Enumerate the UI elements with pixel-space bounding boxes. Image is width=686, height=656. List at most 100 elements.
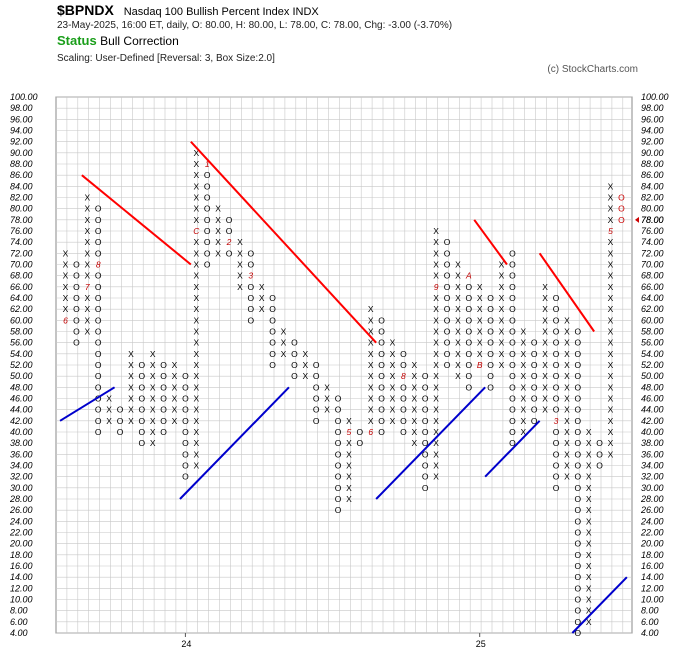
- x-box: X: [455, 282, 461, 292]
- x-box: X: [411, 438, 417, 448]
- x-box: X: [84, 204, 90, 214]
- o-box: O: [465, 327, 472, 337]
- chart-grid: [55, 96, 633, 634]
- x-box: X: [368, 338, 374, 348]
- x-box: X: [193, 416, 199, 426]
- o-box: O: [247, 248, 254, 258]
- pnf-column: OO: [356, 427, 363, 448]
- o-box: O: [553, 293, 560, 303]
- o-box: O: [204, 193, 211, 203]
- o-box: O: [465, 282, 472, 292]
- x-box: X: [433, 360, 439, 370]
- x-box: X: [84, 248, 90, 258]
- x-box: X: [564, 315, 570, 325]
- o-box: O: [574, 360, 581, 370]
- o-box: O: [509, 327, 516, 337]
- o-box: O: [335, 427, 342, 437]
- o-box: O: [400, 394, 407, 404]
- y-tick-label-left: 42.00: [10, 416, 33, 426]
- x-box: X: [84, 327, 90, 337]
- x-box: X: [520, 394, 526, 404]
- o-box: O: [574, 572, 581, 582]
- x-box: X: [368, 405, 374, 415]
- o-box: O: [553, 438, 560, 448]
- y-tick-label-right: 74.00: [641, 237, 664, 247]
- x-box: X: [455, 260, 461, 270]
- o-box: O: [356, 427, 363, 437]
- x-box: X: [455, 360, 461, 370]
- o-box: O: [335, 494, 342, 504]
- pnf-column: XXX: [324, 382, 330, 414]
- o-box: O: [509, 248, 516, 258]
- x-box: X: [586, 516, 592, 526]
- o-box: O: [247, 282, 254, 292]
- x-box: X: [608, 248, 614, 258]
- o-box: O: [574, 561, 581, 571]
- pnf-column: OOO: [596, 438, 603, 470]
- o-box: O: [465, 371, 472, 381]
- x-box: X: [499, 315, 505, 325]
- o-box: O: [356, 438, 363, 448]
- x-box: X: [193, 215, 199, 225]
- y-tick-label-right: 56.00: [641, 338, 664, 348]
- resistance-trendline: [538, 252, 595, 333]
- o-box: O: [95, 293, 102, 303]
- y-tick-label-left: 4.00: [10, 628, 28, 638]
- x-box: X: [150, 427, 156, 437]
- x-box: X: [477, 349, 483, 359]
- o-box: O: [553, 461, 560, 471]
- o-box: O: [509, 338, 516, 348]
- o-box: O: [291, 349, 298, 359]
- x-box: X: [302, 349, 308, 359]
- y-tick-label-right: 54.00: [641, 349, 664, 359]
- o-box: O: [553, 371, 560, 381]
- trendlines: [59, 140, 628, 634]
- x-tick-label: 24: [181, 639, 191, 649]
- x-box: X: [608, 394, 614, 404]
- x-box: X: [390, 394, 396, 404]
- x-box: X: [368, 315, 374, 325]
- o-box: O: [95, 427, 102, 437]
- o-box: O: [574, 494, 581, 504]
- y-tick-label-right: 92.00: [641, 137, 664, 147]
- y-tick-label-right: 70.00: [641, 260, 664, 270]
- o-box: O: [204, 248, 211, 258]
- y-tick-label-right: 18.00: [641, 550, 664, 560]
- x-box: X: [520, 416, 526, 426]
- o-box: O: [182, 427, 189, 437]
- x-box: X: [586, 606, 592, 616]
- index-name: Nasdaq 100 Bullish Percent Index INDX: [123, 6, 319, 18]
- x-box: X: [368, 394, 374, 404]
- o-box: O: [269, 349, 276, 359]
- o-box: O: [95, 304, 102, 314]
- y-tick-label-left: 20.00: [9, 539, 33, 549]
- x-box: X: [106, 394, 112, 404]
- x-box: X: [193, 271, 199, 281]
- x-box: X: [433, 371, 439, 381]
- y-tick-label-right: 90.00: [641, 148, 664, 158]
- x-box: X: [215, 237, 221, 247]
- x-box: X: [520, 405, 526, 415]
- y-tick-label-left: 40.00: [10, 427, 33, 437]
- y-tick-label-right: 66.00: [641, 282, 664, 292]
- x-box: X: [193, 181, 199, 191]
- x-box: X: [390, 338, 396, 348]
- y-tick-label-right: 14.00: [641, 572, 664, 582]
- x-box: X: [477, 293, 483, 303]
- x-box: X: [237, 271, 243, 281]
- y-tick-label-left: 76.00: [10, 226, 33, 236]
- o-box: O: [269, 327, 276, 337]
- o-box: O: [422, 416, 429, 426]
- x-box: X: [608, 304, 614, 314]
- o-box: O: [487, 349, 494, 359]
- o-box: O: [291, 338, 298, 348]
- o-box: O: [138, 405, 145, 415]
- x-box: X: [411, 405, 417, 415]
- o-box: O: [95, 405, 102, 415]
- y-tick-label-left: 12.00: [10, 583, 33, 593]
- x-box: X: [193, 315, 199, 325]
- o-box: O: [531, 416, 538, 426]
- x-box: X: [564, 394, 570, 404]
